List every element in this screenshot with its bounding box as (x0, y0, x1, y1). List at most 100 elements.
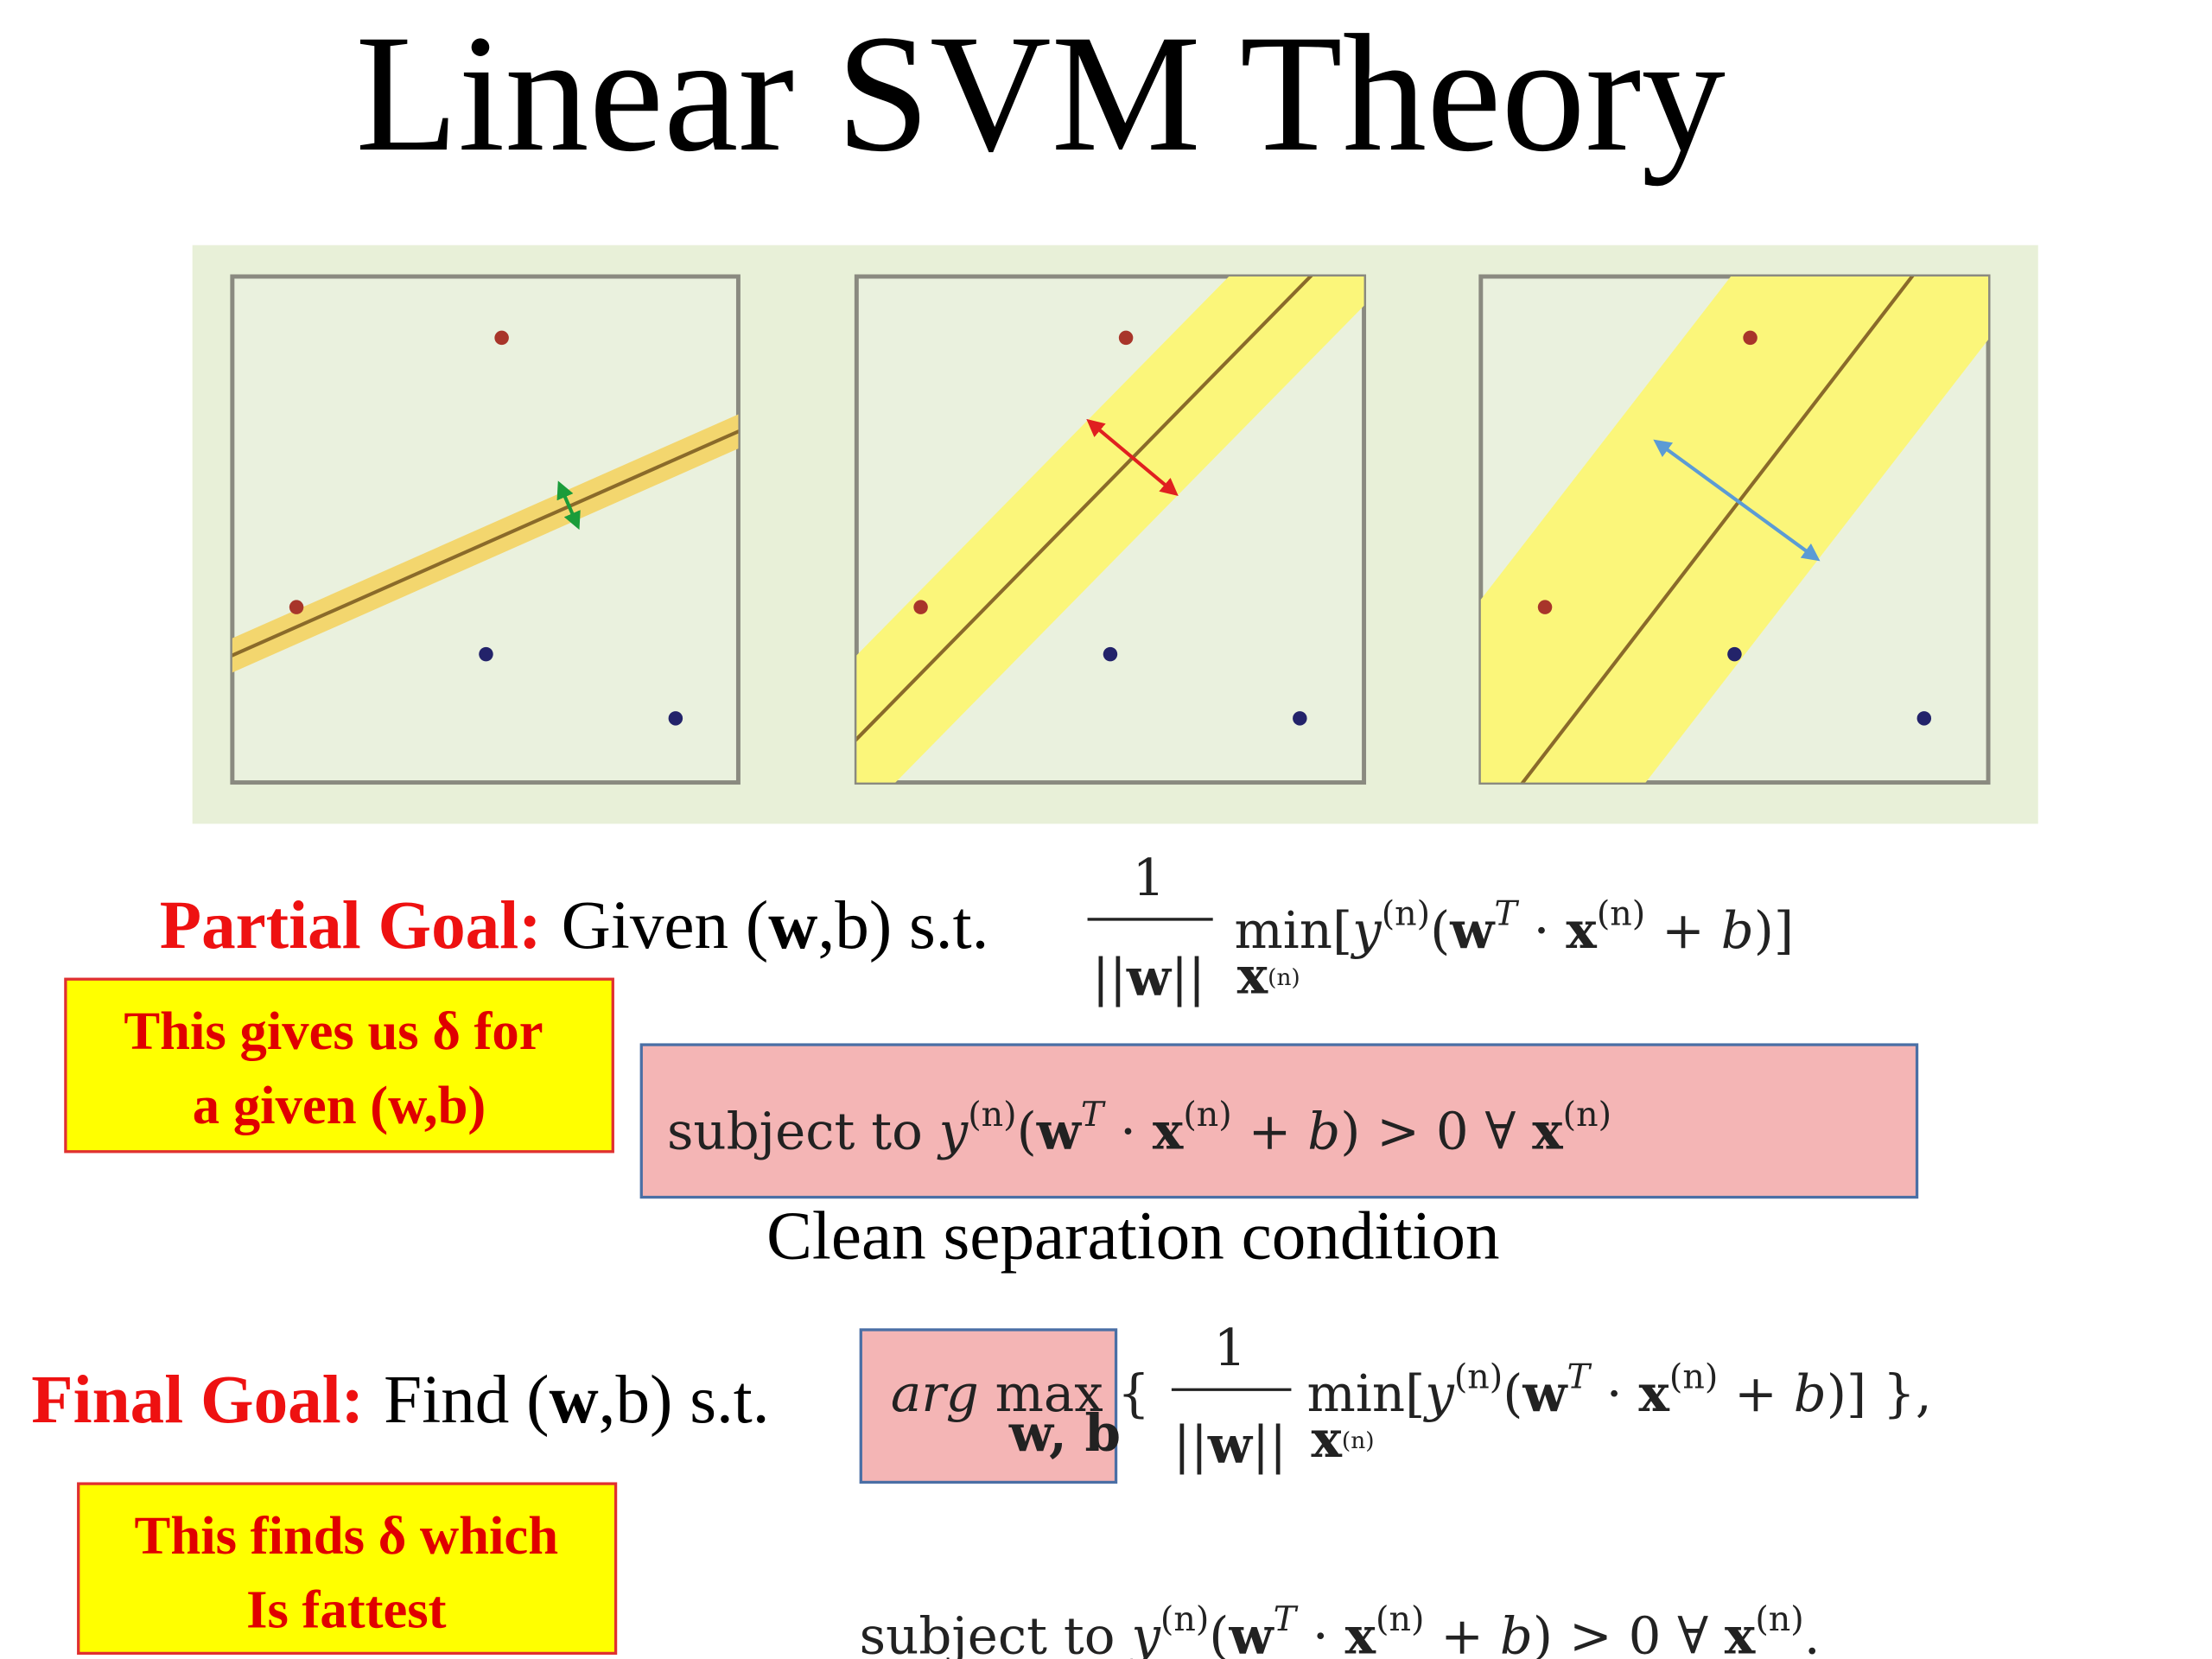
text: (n) (1160, 1599, 1209, 1639)
argmax-subscript: w, b (1008, 1403, 1121, 1464)
text: T (1081, 1095, 1106, 1135)
text: || (1092, 948, 1127, 1007)
text: [ (1332, 901, 1352, 961)
text: + (1718, 1364, 1793, 1424)
text: + (1645, 901, 1721, 961)
partial-goal: Partial Goal: Given (w,b) s.t. (160, 887, 989, 963)
goal-label: Final Goal: (31, 1362, 364, 1438)
text: || (1252, 1415, 1287, 1475)
text: (n) (1454, 1357, 1503, 1397)
text: x (1639, 1363, 1670, 1424)
text: y (937, 1102, 969, 1161)
text: (n) (1597, 894, 1645, 934)
highlight-box (859, 1328, 1118, 1484)
text: w (1207, 1414, 1254, 1475)
text: x (1532, 1101, 1563, 1161)
note-box (64, 977, 614, 1154)
separator (232, 429, 739, 658)
final-objective: 1 ||w|| min[y(n)(wT · x(n) + b)] }, x(n) (1171, 1319, 1932, 1475)
text: arg (891, 1364, 979, 1424)
note: a given (w,b) (193, 1075, 486, 1135)
min-subscript: x(n) (1312, 1409, 1375, 1470)
formula: min[y(n)(wT · x(n) + b)] }, (1307, 1357, 1932, 1424)
text: b (1307, 1102, 1340, 1161)
margin-arrow (1653, 439, 1821, 562)
text: ( (1209, 1606, 1229, 1659)
text: x (1725, 1605, 1756, 1659)
text: (n) (1183, 1095, 1231, 1135)
formula: min[y(n)(wT · x(n) + b)] (1234, 894, 1794, 961)
points (289, 330, 1932, 726)
text: b (1500, 1606, 1533, 1659)
text: x (1153, 1101, 1184, 1161)
text: Given ( (562, 887, 769, 963)
text: ( (1503, 1364, 1522, 1424)
text: w (768, 887, 817, 963)
text: + (1232, 1102, 1308, 1161)
text: w (550, 1362, 599, 1438)
text: subject to (667, 1102, 939, 1161)
text: [ (1405, 1364, 1425, 1424)
text: (n) (1382, 894, 1430, 934)
note: This gives us δ for (124, 1001, 543, 1061)
text: + (1424, 1606, 1500, 1659)
text: · (1590, 1364, 1639, 1424)
text: y (1422, 1364, 1455, 1424)
margin-arrow (1086, 418, 1179, 497)
margin-arrow (556, 480, 581, 531)
caption: Clean separation condition (766, 1198, 1499, 1274)
numerator: 1 (1133, 849, 1166, 908)
text: (n) (968, 1095, 1016, 1135)
text: T (1567, 1357, 1592, 1397)
text: x (1345, 1605, 1376, 1659)
text: subject to (860, 1606, 1132, 1659)
text: || (1173, 1415, 1208, 1475)
text: b (1721, 901, 1754, 961)
objective: 1 ||w|| min[y(n)(wT · x(n) + b)] x(n) (1087, 849, 1794, 1007)
text: min (1234, 901, 1332, 961)
argmax: arg max (891, 1364, 1103, 1424)
text: (n) (1563, 1095, 1611, 1135)
text: · (1296, 1606, 1345, 1659)
text: ( (1017, 1102, 1037, 1161)
note: This finds δ which (135, 1505, 559, 1566)
note-box (77, 1482, 618, 1656)
text: b (1794, 1364, 1827, 1424)
text: )] (1754, 901, 1794, 961)
final-goal: Final Goal: Find (w,b) s.t. (31, 1362, 769, 1438)
text: max (979, 1364, 1103, 1424)
text: (n) (1268, 965, 1300, 991)
text: x (1312, 1409, 1343, 1470)
min-subscript: x(n) (1237, 946, 1300, 1007)
text: (n) (1376, 1599, 1424, 1639)
text: (n) (1342, 1428, 1375, 1454)
text: min (1307, 1364, 1406, 1424)
text: ,b) s.t. (599, 1362, 770, 1438)
text: x (1566, 900, 1597, 961)
constraint: subject to y(n)(wT · x(n) + b) > 0 ∀ x(n… (667, 1095, 1611, 1161)
text: ,b) s.t. (817, 887, 988, 963)
text: ) > 0 ∀ (1340, 1102, 1532, 1161)
goal-label: Partial Goal: (160, 887, 542, 963)
separator (856, 276, 1313, 742)
text: · (1517, 901, 1567, 961)
text: ) > 0 ∀ (1533, 1606, 1725, 1659)
text: (n) (1669, 1357, 1718, 1397)
text: . (1804, 1606, 1821, 1659)
numerator: 1 (1214, 1319, 1247, 1378)
denominator: ||w|| (1173, 1414, 1287, 1475)
text: w (1228, 1605, 1274, 1659)
text: (n) (1755, 1599, 1803, 1639)
text: T (1274, 1599, 1299, 1639)
text: )] (1827, 1364, 1866, 1424)
illustration (192, 245, 2038, 824)
brace: { (1117, 1364, 1150, 1424)
text: w (1522, 1363, 1568, 1424)
text: y (1350, 901, 1382, 961)
text: w (1126, 947, 1173, 1007)
final-constraint: subject to y(n)(wT · x(n) + b) > 0 ∀ x(n… (860, 1599, 1821, 1659)
text: x (1237, 946, 1268, 1007)
text: T (1494, 894, 1519, 934)
